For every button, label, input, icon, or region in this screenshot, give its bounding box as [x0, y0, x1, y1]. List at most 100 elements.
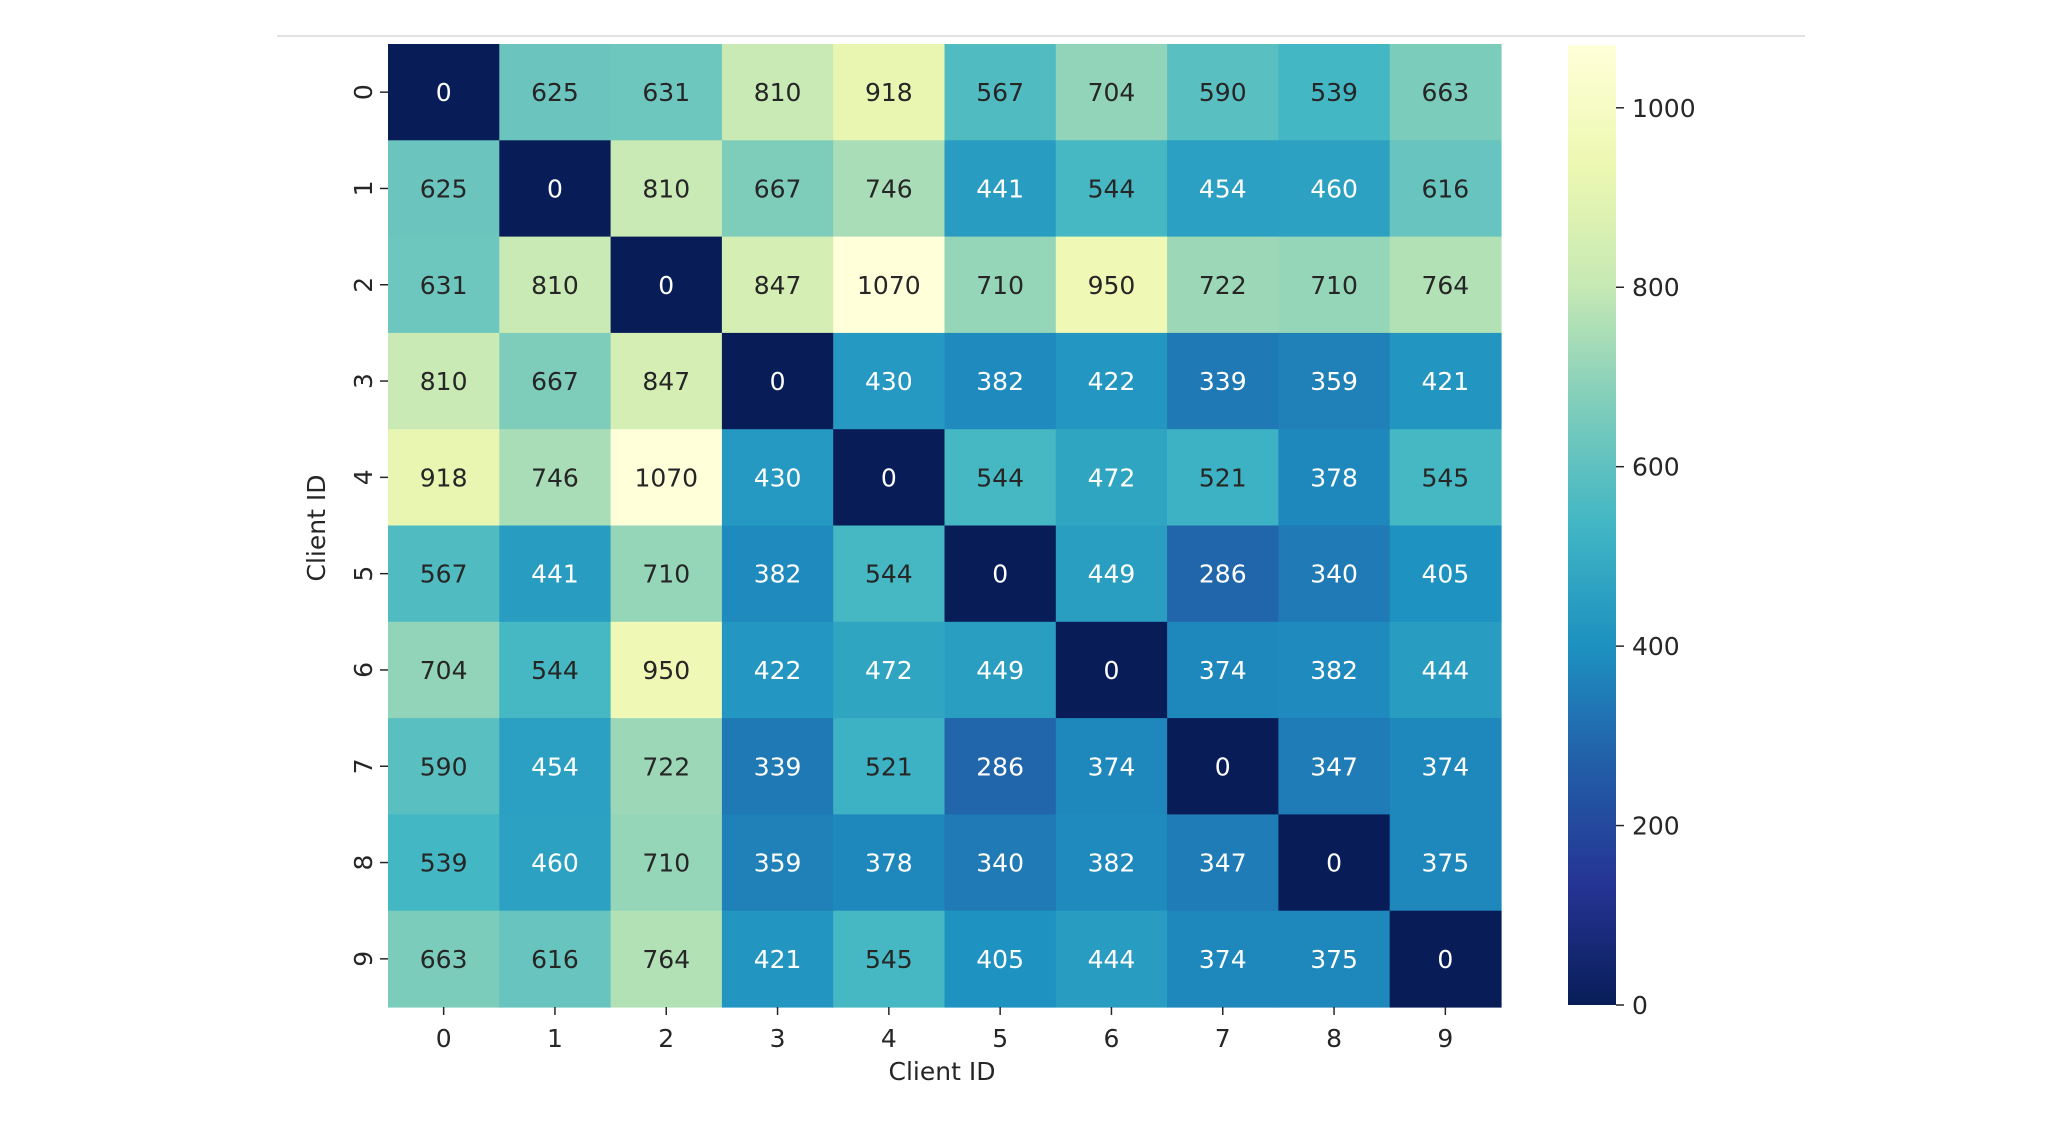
cell-label-r2-c4: 1070	[857, 271, 921, 300]
y-axis-label: Client ID	[302, 475, 331, 582]
y-tick-label-3: 3	[349, 373, 378, 389]
cell-label-r3-c4: 430	[865, 367, 913, 396]
heatmap-cell-r5-c6	[1055, 525, 1168, 623]
heatmap-cell-labels: 0 625 631 810 918 567 704 590 539 663 625 0 810 667 74…	[420, 78, 1469, 974]
cell-label-r1-c0: 625	[420, 174, 468, 203]
x-tick-label-4: 4	[881, 1024, 897, 1053]
heatmap-cell-r5-c8	[1278, 525, 1391, 623]
colorbar-gradient	[1568, 45, 1616, 1005]
cell-label-r2-c7: 722	[1199, 271, 1247, 300]
cell-label-r4-c8: 378	[1310, 463, 1358, 492]
cell-label-r3-c6: 422	[1088, 367, 1136, 396]
heatmap-cell-r4-c8	[1278, 429, 1391, 527]
cell-label-r6-c9: 444	[1421, 656, 1469, 685]
cell-label-r6-c4: 472	[865, 656, 913, 685]
cell-label-r6-c6: 0	[1103, 656, 1119, 685]
heatmap-cell-r6-c3	[721, 621, 834, 719]
heatmap-cell-r6-c1	[499, 621, 612, 719]
heatmap-cell-r3-c0	[388, 332, 500, 430]
heatmap-cell-r9-c3	[721, 910, 834, 1008]
heatmap-cell-r4-c1	[499, 429, 612, 527]
cell-label-r0-c6: 704	[1088, 78, 1136, 107]
x-tick-label-7: 7	[1215, 1024, 1231, 1053]
cell-label-r9-c4: 545	[865, 945, 913, 974]
heatmap-cell-r8-c6	[1055, 814, 1168, 912]
heatmap-cell-r0-c3	[721, 44, 834, 141]
cell-label-r8-c2: 710	[642, 849, 690, 878]
y-tick-label-7: 7	[349, 758, 378, 774]
colorbar-tick-label-3: 600	[1632, 453, 1680, 482]
heatmap-cell-r4-c9	[1389, 429, 1502, 527]
cell-label-r5-c7: 286	[1199, 560, 1247, 589]
y-tick-label-0: 0	[349, 84, 378, 100]
cell-label-r6-c8: 382	[1310, 656, 1358, 685]
heatmap-cell-r9-c1	[499, 910, 612, 1008]
heatmap-cell-r5-c3	[721, 525, 834, 623]
cell-label-r7-c1: 454	[531, 752, 579, 781]
heatmap-cell-r1-c2	[610, 140, 723, 238]
cell-label-r9-c8: 375	[1310, 945, 1358, 974]
heatmap-cell-r8-c2	[610, 814, 723, 912]
heatmap-cell-r2-c2	[610, 236, 723, 334]
cell-label-r5-c4: 544	[865, 560, 913, 589]
cell-label-r2-c9: 764	[1421, 271, 1469, 300]
cell-label-r6-c0: 704	[420, 656, 468, 685]
cell-label-r6-c7: 374	[1199, 656, 1247, 685]
cell-label-r5-c3: 382	[754, 560, 802, 589]
heatmap-cell-r4-c2	[610, 429, 723, 527]
cell-label-r0-c9: 663	[1421, 78, 1469, 107]
cell-label-r2-c8: 710	[1310, 271, 1358, 300]
y-tick-label-8: 8	[349, 855, 378, 871]
heatmap-cell-r6-c7	[1167, 621, 1279, 719]
heatmap-cell-r4-c6	[1055, 429, 1168, 527]
cell-label-r8-c6: 382	[1088, 849, 1136, 878]
heatmap-cell-r3-c5	[944, 332, 1057, 430]
heatmap-cell-r2-c0	[388, 236, 500, 334]
cell-label-r7-c8: 347	[1310, 752, 1358, 781]
cell-label-r9-c3: 421	[754, 945, 802, 974]
heatmap-cell-r9-c8	[1278, 910, 1391, 1008]
x-tick-label-9: 9	[1437, 1024, 1453, 1053]
cell-label-r0-c5: 567	[976, 78, 1024, 107]
heatmap-cell-r5-c0	[388, 525, 500, 623]
cell-label-r4-c0: 918	[420, 463, 468, 492]
y-tick-label-2: 2	[349, 277, 378, 293]
colorbar-tick-label-0: 0	[1632, 991, 1648, 1020]
heatmap-cell-r4-c5	[944, 429, 1057, 527]
cell-label-r3-c7: 339	[1199, 367, 1247, 396]
heatmap-cell-r1-c6	[1055, 140, 1168, 238]
heatmap-cell-r3-c6	[1055, 332, 1168, 430]
heatmap-cell-r9-c2	[610, 910, 723, 1008]
cell-label-r7-c4: 521	[865, 752, 913, 781]
heatmap-cell-r2-c5	[944, 236, 1057, 334]
cell-label-r0-c8: 539	[1310, 78, 1358, 107]
heatmap-cell-r0-c4	[833, 44, 946, 141]
colorbar: 0 200 400 600 800 1000	[1568, 45, 1696, 1020]
cell-label-r9-c1: 616	[531, 945, 579, 974]
cell-label-r7-c0: 590	[420, 752, 468, 781]
heatmap-cell-r5-c2	[610, 525, 723, 623]
heatmap-cell-r3-c2	[610, 332, 723, 430]
cell-label-r1-c6: 544	[1088, 174, 1136, 203]
cell-label-r9-c5: 405	[976, 945, 1024, 974]
heatmap-cell-r8-c4	[833, 814, 946, 912]
heatmap-cell-r1-c9	[1389, 140, 1502, 238]
y-tick-label-5: 5	[349, 566, 378, 582]
cell-label-r6-c5: 449	[976, 656, 1024, 685]
cell-label-r9-c9: 0	[1437, 945, 1453, 974]
heatmap-cell-r4-c0	[388, 429, 500, 527]
cell-label-r1-c3: 667	[754, 174, 802, 203]
x-axis: 0 1 2 3 4 5 6 7 8 9	[436, 1007, 1453, 1053]
heatmap-cell-r2-c7	[1167, 236, 1279, 334]
cell-label-r7-c7: 0	[1215, 752, 1231, 781]
heatmap-cell-r6-c9	[1389, 621, 1502, 719]
heatmap-cell-r7-c1	[499, 718, 612, 815]
heatmap-cell-r5-c4	[833, 525, 946, 623]
cell-label-r8-c5: 340	[976, 849, 1024, 878]
heatmap-cell-r5-c9	[1389, 525, 1502, 623]
heatmap-cell-r0-c2	[610, 44, 723, 141]
cell-label-r8-c0: 539	[420, 849, 468, 878]
heatmap-cells	[388, 44, 1502, 1008]
cell-label-r1-c4: 746	[865, 174, 913, 203]
